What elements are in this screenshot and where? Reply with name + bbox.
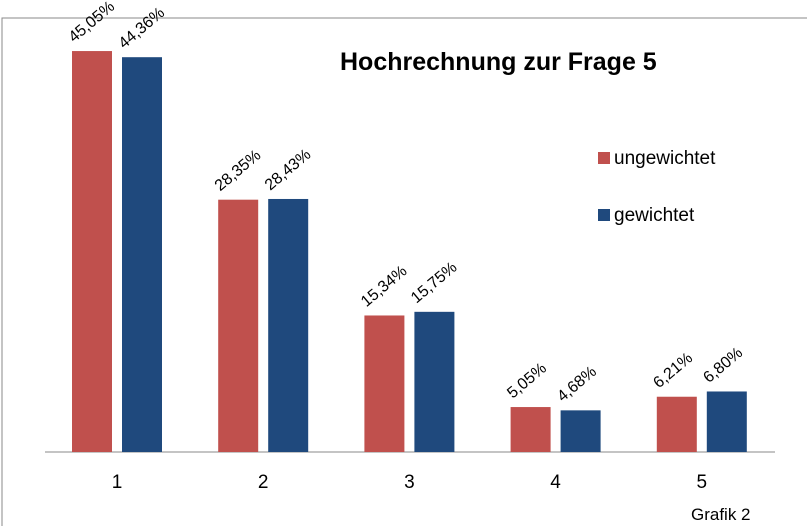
legend-label: ungewichtet xyxy=(614,148,716,169)
bar xyxy=(122,57,162,453)
x-tick-label: 3 xyxy=(404,472,415,493)
bar xyxy=(706,391,747,452)
chart-title: Hochrechnung zur Frage 5 xyxy=(340,48,657,76)
bar xyxy=(268,198,309,452)
bar xyxy=(364,315,405,452)
x-tick-label: 2 xyxy=(258,472,269,493)
legend-label: gewichtet xyxy=(614,205,695,226)
legend-swatch xyxy=(598,152,610,164)
bar xyxy=(414,311,455,452)
bar xyxy=(656,396,697,452)
x-tick-label: 4 xyxy=(550,472,561,493)
bar xyxy=(510,407,551,452)
legend-swatch xyxy=(598,209,610,221)
bar xyxy=(218,199,259,452)
bar xyxy=(560,410,601,452)
note: Grafik 2 xyxy=(691,505,751,524)
x-tick-label: 5 xyxy=(697,472,708,493)
x-tick-label: 1 xyxy=(112,472,123,493)
bar xyxy=(72,51,112,453)
